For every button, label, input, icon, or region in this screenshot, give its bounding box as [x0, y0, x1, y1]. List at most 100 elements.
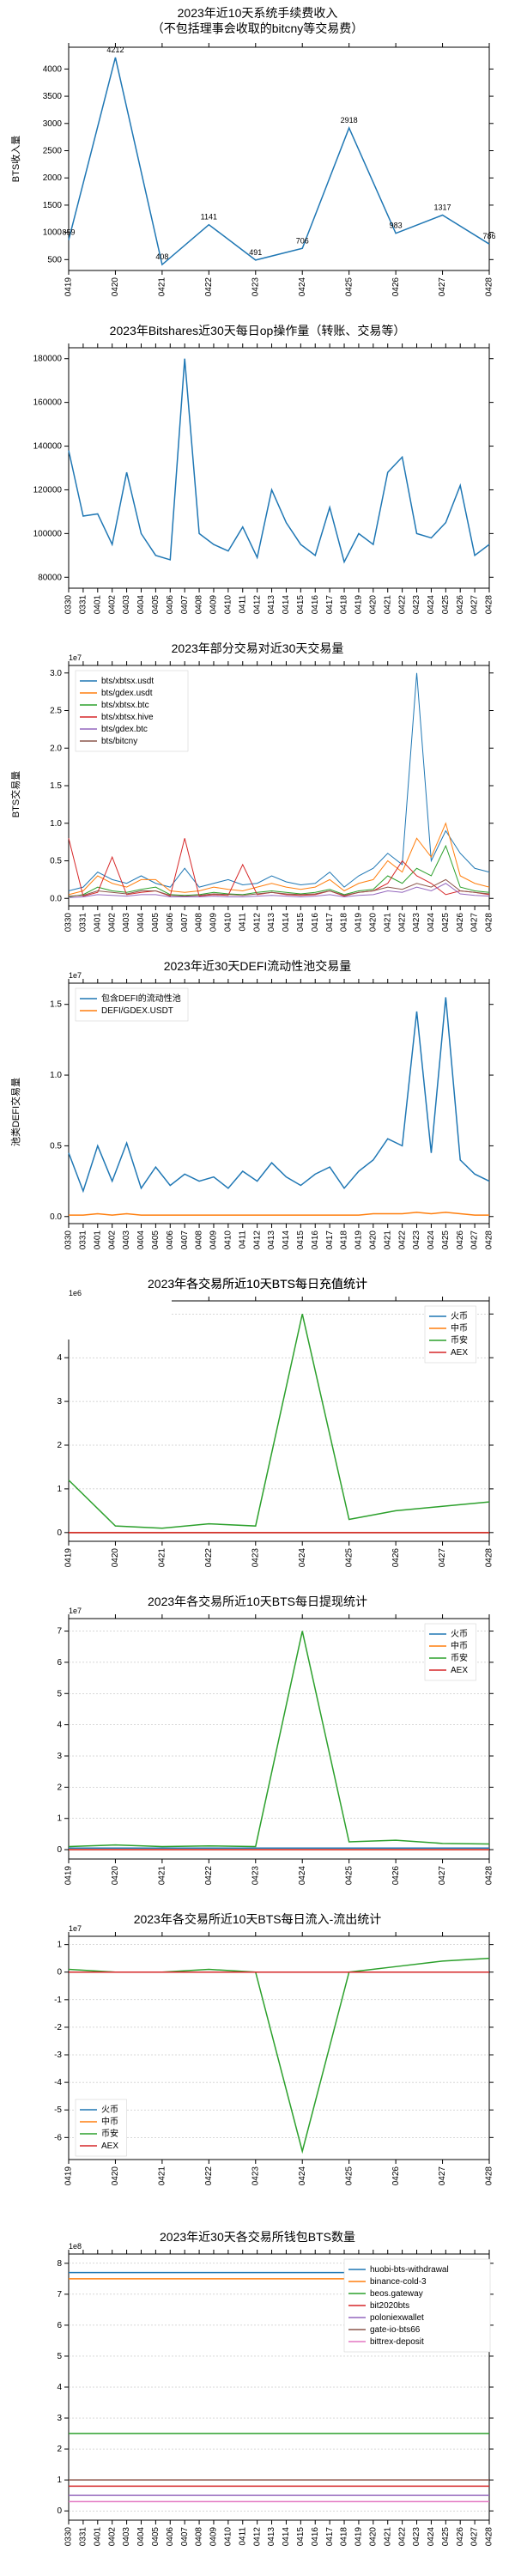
- x-tick-label: 0423: [251, 277, 260, 297]
- sci-label: 1e7: [69, 653, 82, 662]
- y-tick-label: 3.0: [50, 669, 62, 678]
- x-tick-label: 0410: [224, 2527, 233, 2547]
- x-tick-label: 0402: [107, 2527, 117, 2547]
- x-tick-label: 0427: [438, 277, 447, 297]
- x-tick-label: 0408: [195, 913, 204, 933]
- x-tick-label: 0415: [296, 595, 306, 615]
- chart-title: 2023年各交易所近10天BTS每日流入-流出统计: [134, 1912, 382, 1926]
- x-tick-label: 0418: [340, 2527, 349, 2547]
- x-tick-label: 0425: [344, 277, 354, 297]
- legend-label: bittrex-deposit: [370, 2337, 424, 2347]
- x-tick-label: 0420: [368, 913, 378, 933]
- legend-label: 火币: [451, 1629, 468, 1639]
- y-tick-label: 1: [57, 2476, 62, 2485]
- x-tick-label: 0423: [412, 1230, 421, 1250]
- y-tick-label: 1.0: [50, 1071, 62, 1080]
- x-tick-label: 0422: [204, 2166, 214, 2186]
- x-tick-label: 0417: [325, 913, 335, 933]
- y-tick-label: 5: [57, 2352, 62, 2361]
- chart-title: 2023年各交易所近10天BTS每日充值统计: [148, 1277, 367, 1291]
- x-tick-label: 0424: [427, 595, 436, 615]
- x-tick-label: 0428: [485, 1548, 494, 1568]
- x-tick-label: 0418: [340, 1230, 349, 1250]
- x-tick-label: 0427: [470, 1230, 480, 1250]
- series-line: [69, 823, 489, 895]
- x-tick-label: 0423: [251, 2166, 260, 2186]
- legend-label: 币安: [451, 1334, 468, 1346]
- point-label: 4212: [106, 46, 124, 54]
- x-tick-label: 0408: [195, 595, 204, 615]
- legend-label: bts/xbtsx.hive: [101, 713, 154, 722]
- x-tick-label: 0413: [267, 2527, 276, 2547]
- point-label: 786: [482, 232, 495, 240]
- x-tick-label: 0426: [456, 1230, 465, 1250]
- y-tick-label: 2000: [43, 173, 63, 183]
- y-tick-label: 2: [57, 1783, 62, 1792]
- x-tick-label: 0426: [456, 595, 465, 615]
- legend-label: AEX: [451, 1348, 468, 1358]
- y-tick-label: 2: [57, 1441, 62, 1450]
- chart-title-l1: 2023年近10天系统手续费收入: [178, 6, 338, 20]
- x-tick-label: 0401: [93, 913, 102, 933]
- chart-deposit: 2023年各交易所近10天BTS每日充值统计012345041904200421…: [0, 1271, 515, 1589]
- sci-label: 1e8: [69, 2242, 82, 2251]
- x-tick-label: 0428: [485, 2527, 494, 2547]
- legend-label: huobi-bts-withdrawal: [370, 2265, 449, 2275]
- x-tick-label: 0331: [79, 913, 88, 933]
- x-tick-label: 0427: [438, 2166, 447, 2186]
- y-tick-label: 1: [57, 1941, 62, 1950]
- x-tick-label: 0420: [111, 2166, 120, 2186]
- legend-label: AEX: [451, 1666, 468, 1675]
- chart-trading-pairs: 2023年部分交易对近30天交易量0.00.51.01.52.02.53.003…: [0, 635, 515, 953]
- x-tick-label: 0428: [485, 1866, 494, 1886]
- y-tick-label: 7: [57, 1627, 62, 1637]
- legend-label: bts/gdex.usdt: [101, 689, 153, 698]
- y-tick-label: 4000: [43, 64, 63, 74]
- y-tick-label: 180000: [33, 355, 63, 364]
- x-tick-label: 0407: [180, 2527, 190, 2547]
- x-tick-label: 0424: [427, 2527, 436, 2547]
- x-tick-label: 0425: [344, 2166, 354, 2186]
- series-line: [69, 359, 489, 562]
- x-tick-label: 0420: [368, 1230, 378, 1250]
- legend-label: AEX: [101, 2142, 118, 2151]
- x-tick-label: 0404: [136, 913, 146, 933]
- x-tick-label: 0424: [298, 277, 307, 297]
- sci-label: 1e7: [69, 1924, 82, 1933]
- y-tick-label: 1.5: [50, 1000, 62, 1010]
- x-tick-label: 0402: [107, 595, 117, 615]
- x-tick-label: 0424: [427, 913, 436, 933]
- y-tick-label: 2: [57, 2445, 62, 2454]
- x-tick-label: 0407: [180, 595, 190, 615]
- y-axis-label: BTS交易量: [9, 771, 21, 817]
- series-line: [69, 1212, 489, 1215]
- x-tick-label: 0402: [107, 913, 117, 933]
- sci-label: 1e7: [69, 1607, 82, 1615]
- y-tick-label: 5: [57, 1689, 62, 1698]
- y-tick-label: -1: [54, 1996, 62, 2005]
- x-tick-label: 0422: [204, 1548, 214, 1568]
- y-tick-label: 4: [57, 2383, 62, 2392]
- legend-label: bit2020bts: [370, 2301, 409, 2311]
- x-tick-label: 0420: [111, 1866, 120, 1886]
- x-tick-label: 0421: [383, 595, 392, 615]
- x-tick-label: 0408: [195, 2527, 204, 2547]
- x-tick-label: 0423: [251, 1548, 260, 1568]
- legend-label: DEFI/GDEX.USDT: [101, 1006, 173, 1016]
- legend-label: 币安: [451, 1652, 468, 1663]
- legend-label: beos.gateway: [370, 2289, 423, 2299]
- x-tick-label: 0406: [166, 2527, 175, 2547]
- legend-label: 包含DEFI的流动性池: [101, 993, 181, 1004]
- chart-op-volume-svg: 2023年Bitshares近30天每日op操作量（转账、交易等）8000010…: [0, 318, 515, 635]
- y-tick-label: 1500: [43, 201, 63, 210]
- y-tick-label: 3: [57, 2414, 62, 2423]
- x-tick-label: 0417: [325, 1230, 335, 1250]
- x-tick-label: 0412: [252, 595, 262, 615]
- x-tick-label: 0403: [122, 595, 131, 615]
- y-tick-label: 1: [57, 1485, 62, 1494]
- sci-label: 1e6: [69, 1289, 82, 1297]
- x-tick-label: 0415: [296, 913, 306, 933]
- x-tick-label: 0421: [158, 277, 167, 297]
- x-tick-label: 0428: [485, 277, 494, 297]
- chart-title: 2023年部分交易对近30天交易量: [172, 641, 344, 655]
